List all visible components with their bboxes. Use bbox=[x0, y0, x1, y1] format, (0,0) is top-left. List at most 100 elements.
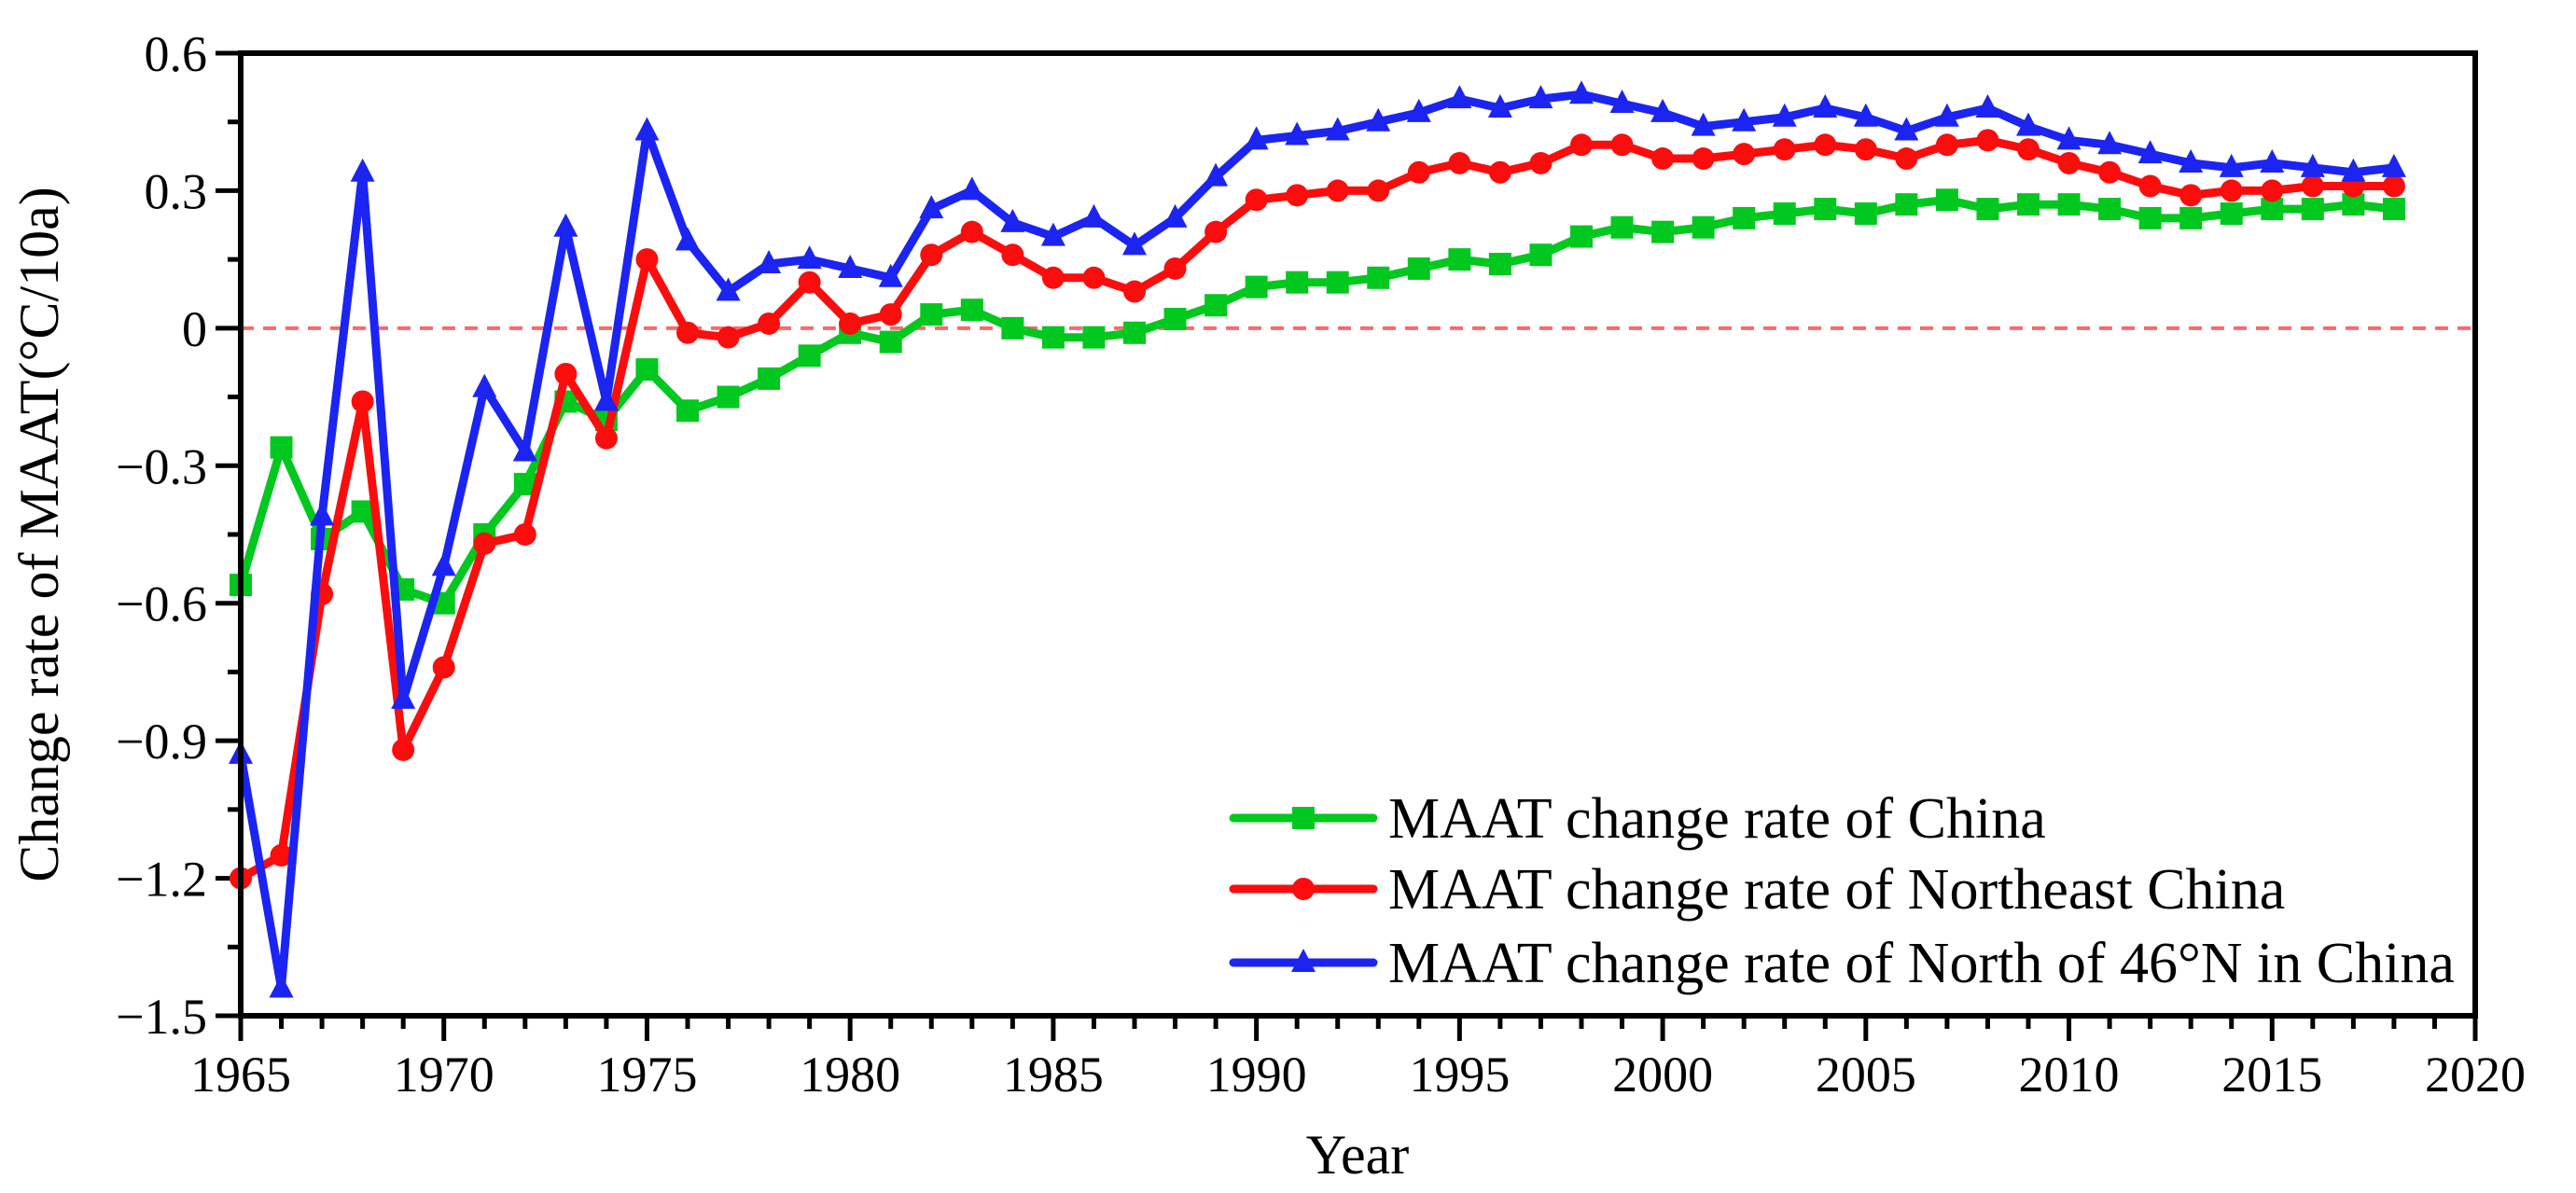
data-point-square bbox=[1082, 326, 1106, 349]
data-point-circle bbox=[351, 390, 374, 413]
data-point-circle bbox=[1001, 243, 1024, 267]
data-point-triangle bbox=[2260, 148, 2285, 173]
x-tick-label: 1980 bbox=[800, 1047, 900, 1103]
data-point-square bbox=[1692, 215, 1715, 239]
data-point-triangle bbox=[1691, 112, 1716, 136]
data-point-triangle bbox=[1772, 103, 1797, 127]
y-tick-label: −0.3 bbox=[116, 438, 207, 494]
data-point-triangle bbox=[1366, 107, 1391, 132]
data-point-triangle bbox=[1285, 121, 1310, 146]
data-point-triangle bbox=[2016, 112, 2040, 136]
data-point-square bbox=[676, 399, 699, 423]
data-point-circle bbox=[513, 523, 536, 546]
data-point-triangle bbox=[350, 158, 375, 182]
data-point-circle bbox=[1935, 133, 1958, 157]
data-point-circle bbox=[1610, 133, 1634, 157]
data-point-circle bbox=[432, 656, 455, 679]
data-point-square bbox=[1488, 253, 1511, 276]
data-point-square bbox=[1292, 807, 1315, 829]
data-point-circle bbox=[594, 426, 618, 450]
y-tick-label: 0.6 bbox=[145, 26, 208, 82]
legend: MAAT change rate of China MAAT change ra… bbox=[1229, 787, 2455, 995]
data-point-triangle bbox=[1081, 203, 1107, 228]
data-point-square bbox=[1895, 193, 1918, 216]
data-point-circle bbox=[554, 363, 578, 385]
data-point-circle bbox=[1292, 878, 1315, 900]
data-point-square bbox=[758, 367, 781, 390]
data-point-triangle bbox=[1894, 117, 1919, 141]
data-point-square bbox=[920, 303, 943, 326]
y-tick-label: −0.6 bbox=[116, 576, 207, 632]
data-point-triangle bbox=[797, 245, 822, 270]
data-point-circle bbox=[798, 271, 821, 294]
data-point-square bbox=[2220, 202, 2243, 225]
data-point-triangle bbox=[2179, 148, 2204, 173]
data-point-triangle bbox=[1487, 93, 1512, 118]
data-point-circle bbox=[1976, 129, 1999, 152]
x-tick-label: 1970 bbox=[394, 1047, 494, 1103]
data-point-square bbox=[635, 358, 659, 381]
data-point-circle bbox=[1123, 280, 1146, 303]
data-point-square bbox=[1570, 225, 1593, 248]
data-point-circle bbox=[1651, 147, 1675, 171]
x-axis-title: Year bbox=[1306, 1124, 1410, 1186]
data-point-triangle bbox=[1853, 103, 1878, 127]
data-point-triangle bbox=[2137, 140, 2163, 164]
data-point-circle bbox=[1773, 138, 1796, 161]
y-axis-title: Change rate of MAAT(°C/10a) bbox=[8, 187, 70, 881]
x-axis-ticks bbox=[238, 1016, 2478, 1041]
data-point-circle bbox=[1488, 160, 1511, 184]
data-point-triangle bbox=[1291, 949, 1316, 972]
data-point-circle bbox=[1245, 188, 1268, 212]
data-point-triangle bbox=[1204, 162, 1229, 187]
data-point-square bbox=[1935, 188, 1958, 212]
data-point-triangle bbox=[2097, 131, 2123, 155]
data-point-triangle bbox=[716, 277, 741, 301]
data-point-square bbox=[1001, 316, 1024, 340]
data-point-triangle bbox=[2219, 153, 2244, 177]
data-point-triangle bbox=[2381, 153, 2406, 177]
data-point-triangle bbox=[1406, 98, 1431, 122]
plot-area: 1965 1970 1975 1980 1985 1990 1995 2000 2005 2010… bbox=[116, 26, 2526, 1103]
legend-item-2 bbox=[1229, 949, 1378, 972]
data-point-square bbox=[2382, 198, 2405, 221]
data-point-triangle bbox=[1163, 203, 1188, 228]
data-point-square bbox=[879, 330, 902, 354]
data-point-triangle bbox=[1934, 103, 1959, 127]
data-point-circle bbox=[676, 321, 699, 344]
data-point-square bbox=[1529, 243, 1553, 267]
plot-border bbox=[238, 50, 2478, 1019]
data-point-square bbox=[2098, 198, 2122, 221]
data-point-triangle bbox=[1122, 231, 1147, 256]
data-point-square bbox=[1854, 202, 1877, 225]
data-point-square bbox=[1204, 294, 1228, 317]
legend-label-china: MAAT change rate of China bbox=[1388, 787, 2046, 851]
data-point-triangle bbox=[1325, 117, 1350, 141]
data-point-circle bbox=[392, 738, 415, 761]
legend-label-northeast-china: MAAT change rate of Northeast China bbox=[1388, 858, 2285, 922]
data-point-circle bbox=[2057, 151, 2081, 174]
data-point-triangle bbox=[1732, 107, 1757, 132]
data-point-triangle bbox=[675, 227, 700, 251]
x-tick-label: 2010 bbox=[2019, 1047, 2120, 1103]
data-point-circle bbox=[2382, 174, 2405, 198]
data-point-triangle bbox=[391, 685, 416, 709]
data-point-triangle bbox=[1000, 208, 1025, 232]
data-point-circle bbox=[1407, 160, 1430, 184]
y-tick-label: −0.9 bbox=[116, 714, 207, 770]
data-point-square bbox=[1448, 248, 1471, 271]
data-point-square bbox=[1814, 198, 1837, 221]
data-point-square bbox=[1163, 308, 1187, 331]
series-northeast-china bbox=[230, 129, 2405, 890]
series-north-of-46n bbox=[229, 80, 2406, 998]
y-tick-label: 0.3 bbox=[145, 163, 208, 219]
data-point-circle bbox=[1041, 266, 1065, 289]
data-point-triangle bbox=[1650, 98, 1676, 122]
data-point-circle bbox=[879, 303, 902, 326]
data-point-triangle bbox=[1609, 90, 1635, 114]
y-tick-label: 0 bbox=[182, 301, 207, 357]
data-point-square bbox=[960, 298, 983, 322]
y-tick-label: −1.5 bbox=[116, 989, 207, 1045]
data-point-triangle bbox=[1813, 93, 1838, 118]
